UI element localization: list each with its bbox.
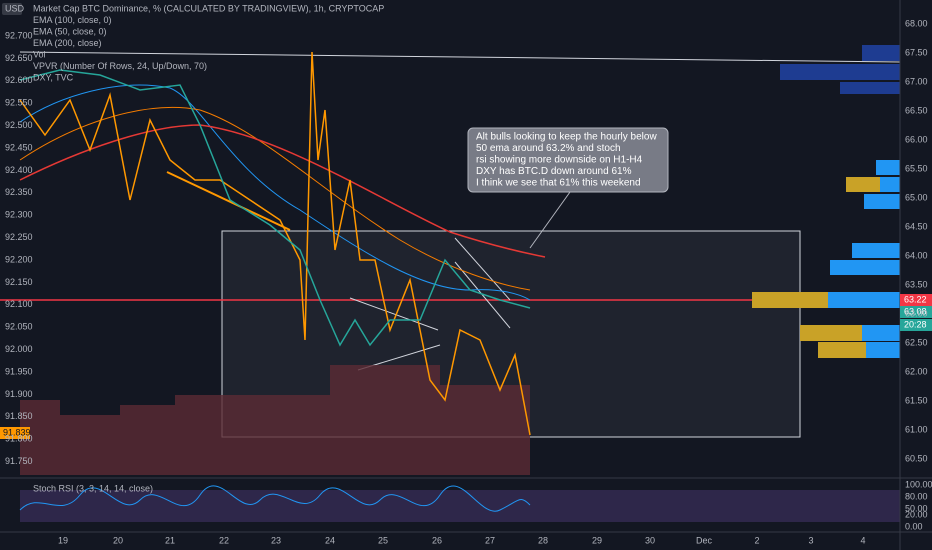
left-axis-label: 92.450	[5, 142, 33, 152]
right-axis-label: 67.00	[905, 76, 928, 86]
ema-tag: 63.08	[904, 306, 927, 316]
left-axis-label: 91.950	[5, 366, 33, 376]
left-axis-label: 92.550	[5, 98, 33, 108]
stoch-band	[20, 490, 900, 522]
stoch-k	[19, 485, 531, 512]
price-tag-bg	[900, 294, 932, 306]
left-axis-label: 92.250	[5, 232, 33, 242]
x-axis-label: 4	[860, 535, 865, 545]
left-axis-label: 92.000	[5, 344, 33, 354]
right-axis-label: 64.50	[905, 221, 928, 231]
stoch-label: Stoch RSI (3, 3, 14, 14, close)	[33, 483, 153, 493]
labels: USD 91.839 63.22 63.08 20:28 Stoch RSI (…	[3, 3, 932, 545]
stoch-axis-label: 100.00	[905, 479, 932, 489]
time-tag: 20:28	[904, 319, 927, 329]
x-axis-label: 29	[592, 535, 602, 545]
legend-entry: Vol	[33, 49, 46, 59]
x-axis-label: 19	[58, 535, 68, 545]
x-axis-label: 21	[165, 535, 175, 545]
ema-200	[19, 124, 546, 258]
x-axis-label: 27	[485, 535, 495, 545]
right-axis-label: 62.00	[905, 366, 928, 376]
annotation-line: rsi showing more downside on H1-H4	[476, 155, 643, 166]
legend-entry: EMA (50, close, 0)	[33, 26, 107, 36]
left-axis-label: 92.700	[5, 30, 33, 40]
dxy-line	[19, 51, 531, 436]
x-axis-label: 23	[271, 535, 281, 545]
price-trace	[19, 69, 531, 347]
left-axis-label: 91.800	[5, 434, 33, 444]
right-axis-label: 66.50	[905, 105, 928, 115]
right-axis-label: 64.00	[905, 250, 928, 260]
trend-line	[454, 261, 511, 329]
badge-bg	[2, 3, 22, 15]
left-axis-label: 92.650	[5, 53, 33, 63]
x-axis-label: 28	[538, 535, 548, 545]
annotation-line: I think we see that 61% this weekend	[476, 178, 641, 189]
right-axis-label: 62.50	[905, 337, 928, 347]
x-axis-label: 24	[325, 535, 335, 545]
left-axis-label: 91.750	[5, 456, 33, 466]
annotation-line: DXY has BTC.D down around 61%	[476, 166, 632, 177]
x-axis-label: 26	[432, 535, 442, 545]
right-axis-label: 61.50	[905, 395, 928, 405]
right-axis-label: 67.50	[905, 47, 928, 57]
left-axis-label: 92.200	[5, 254, 33, 264]
x-axis-label: 30	[645, 535, 655, 545]
legend-entry: VPVR (Number Of Rows, 24, Up/Down, 70)	[33, 61, 207, 71]
x-axis-label: 22	[219, 535, 229, 545]
x-axis-label: 2	[754, 535, 759, 545]
annotation-line: 50 ema around 63.2% and stoch	[476, 143, 621, 154]
price-tag: 63.22	[904, 294, 927, 304]
left-axis-label: 92.150	[5, 277, 33, 287]
stoch-axis-label: 0.00	[905, 521, 923, 531]
stoch-axis-label: 80.00	[905, 491, 928, 501]
trend-line	[454, 237, 511, 301]
left-axis-label: 92.600	[5, 75, 33, 85]
annotation-line: Alt bulls looking to keep the hourly bel…	[476, 132, 657, 143]
legend-entry: DXY, TVC	[33, 72, 74, 82]
left-axis-label: 92.400	[5, 165, 33, 175]
left-axis-label: 92.300	[5, 210, 33, 220]
trend-line	[349, 297, 439, 331]
volume-profile	[752, 45, 900, 358]
x-axis-label: 3	[808, 535, 813, 545]
callout-pointer	[529, 191, 571, 249]
x-axis-label: 25	[378, 535, 388, 545]
ema-tag-bg	[900, 306, 932, 318]
legend-entry: EMA (200, close)	[33, 38, 102, 48]
left-axis-label: 91.850	[5, 411, 33, 421]
left-axis-label: 91.900	[5, 389, 33, 399]
stoch-axis-label: 20.00	[905, 509, 928, 519]
trend-line	[19, 51, 901, 63]
left-tag-bg	[0, 427, 30, 439]
stoch-axis-label: 50.00	[905, 503, 928, 513]
right-axis-label: 66.00	[905, 134, 928, 144]
right-axis-label: 65.00	[905, 192, 928, 202]
left-axis-label: 92.350	[5, 187, 33, 197]
legend-entry: Market Cap BTC Dominance, % (CALCULATED …	[33, 3, 384, 13]
right-axis-label: 68.00	[905, 18, 928, 28]
time-tag-bg	[900, 319, 932, 331]
left-axis-label: 92.050	[5, 322, 33, 332]
x-axis-label: Dec	[696, 535, 713, 545]
right-axis-label: 65.50	[905, 163, 928, 173]
legend-entry: EMA (100, close, 0)	[33, 15, 112, 25]
right-axis-label: 63.00	[905, 308, 928, 318]
right-axis-label: 61.00	[905, 424, 928, 434]
left-tag: 91.839	[3, 427, 31, 437]
x-axis-label: 20	[113, 535, 123, 545]
volume	[20, 365, 530, 475]
right-axis-label: 60.50	[905, 453, 928, 463]
trend-line	[166, 171, 291, 231]
right-axis-label: 63.50	[905, 279, 928, 289]
badge: USD	[5, 3, 25, 13]
left-axis-label: 92.100	[5, 299, 33, 309]
left-axis-label: 92.500	[5, 120, 33, 130]
annotation-box	[467, 127, 669, 193]
